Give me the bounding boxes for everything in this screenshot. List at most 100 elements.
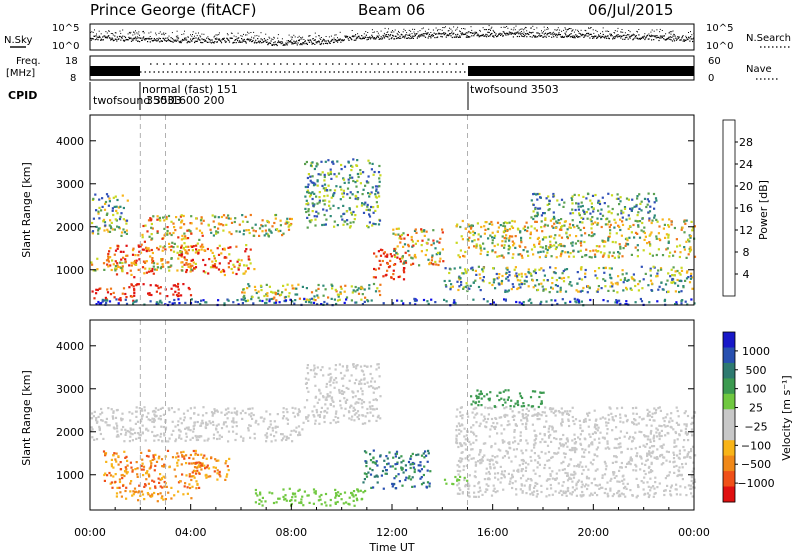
power-cell (218, 216, 220, 218)
power-cell (667, 291, 669, 293)
noise-search-point (246, 34, 247, 35)
noise-point (607, 35, 608, 36)
power-cell (591, 223, 593, 225)
power-cell (580, 229, 582, 231)
velocity-cell (685, 463, 687, 465)
power-cell (374, 193, 376, 195)
power-cell (684, 249, 686, 251)
power-cell (109, 200, 111, 202)
power-cell (533, 210, 535, 212)
velocity-cell (405, 464, 407, 466)
power-cell (594, 194, 596, 196)
power-cell (581, 202, 583, 204)
power-cell (98, 228, 100, 230)
noise-point (355, 40, 356, 41)
power-cell (689, 246, 691, 248)
power-cell (471, 267, 473, 269)
power-cell (618, 203, 620, 205)
power-cell (404, 243, 406, 245)
velocity-cell (185, 462, 187, 464)
power-cell (92, 230, 94, 232)
noise-search-point (420, 30, 421, 31)
velocity-cell (196, 462, 198, 464)
noise-point (281, 41, 282, 42)
noise-search-point (265, 34, 266, 35)
velocity-cell (120, 461, 122, 463)
noise-point (428, 36, 429, 37)
noise-search-point (155, 33, 156, 34)
power-cell (250, 249, 252, 251)
noise-search-point (274, 38, 275, 39)
power-cell (549, 200, 551, 202)
velocity-cell (142, 463, 144, 465)
noise-search-point (261, 32, 262, 33)
velocity-cell (492, 455, 494, 457)
power-cell (555, 284, 557, 286)
velocity-cell (121, 429, 123, 431)
velocity-cell (589, 419, 591, 421)
power-cell (327, 296, 329, 298)
power-cell (349, 207, 351, 209)
noise-search-point (337, 37, 338, 38)
power-cell (331, 285, 333, 287)
velocity-cell (444, 479, 446, 481)
velocity-cell (386, 469, 388, 471)
noise-point (602, 36, 603, 37)
velocity-cell (137, 499, 139, 501)
power-cell (452, 286, 454, 288)
noise-search-point (251, 37, 252, 38)
noise-search-point (622, 29, 623, 30)
velocity-cell (675, 431, 677, 433)
power-cell (411, 239, 413, 241)
velocity-cell (548, 459, 550, 461)
power-cell (156, 269, 158, 271)
power-cell (313, 184, 315, 186)
power-cell (92, 232, 94, 234)
power-cell (295, 288, 297, 290)
power-cell (262, 219, 264, 221)
power-cell (325, 219, 327, 221)
velocity-cell (464, 477, 466, 479)
power-cell (254, 289, 256, 291)
power-cell (184, 235, 186, 237)
power-cell (121, 262, 123, 264)
power-cell (309, 195, 311, 197)
noise-point (417, 38, 418, 39)
velocity-cell (337, 491, 339, 493)
velocity-cell (91, 436, 93, 438)
noise-search-point (565, 27, 566, 28)
velocity-cell (594, 410, 596, 412)
power-cell (456, 242, 458, 244)
power-cell (598, 267, 600, 269)
velocity-cell (147, 430, 149, 432)
noise-point (424, 33, 425, 34)
velocity-cell (340, 493, 342, 495)
power-cell (172, 223, 174, 225)
noise-point (314, 44, 315, 45)
noise-point (419, 36, 420, 37)
power-cell (177, 246, 179, 248)
velocity-cell (208, 467, 210, 469)
power-cell (306, 299, 308, 301)
noise-point (647, 35, 648, 36)
power-cell (613, 252, 615, 254)
velocity-cell (298, 432, 300, 434)
power-cell (631, 254, 633, 256)
power-cell (275, 299, 277, 301)
power-cell (585, 269, 587, 271)
velocity-cell (382, 470, 384, 472)
noise-search-point (565, 29, 566, 30)
noise-search-point (138, 31, 139, 32)
noise-point (156, 40, 157, 41)
power-cell (604, 241, 606, 243)
velocity-cell (673, 472, 675, 474)
noise-point (332, 39, 333, 40)
velocity-cell (190, 454, 192, 456)
power-cell (379, 220, 381, 222)
power-cell (647, 198, 649, 200)
velocity-cell (125, 498, 127, 500)
velocity-cell (496, 455, 498, 457)
power-cell (537, 208, 539, 210)
noise-search-point (253, 32, 254, 33)
noise-point (177, 37, 178, 38)
